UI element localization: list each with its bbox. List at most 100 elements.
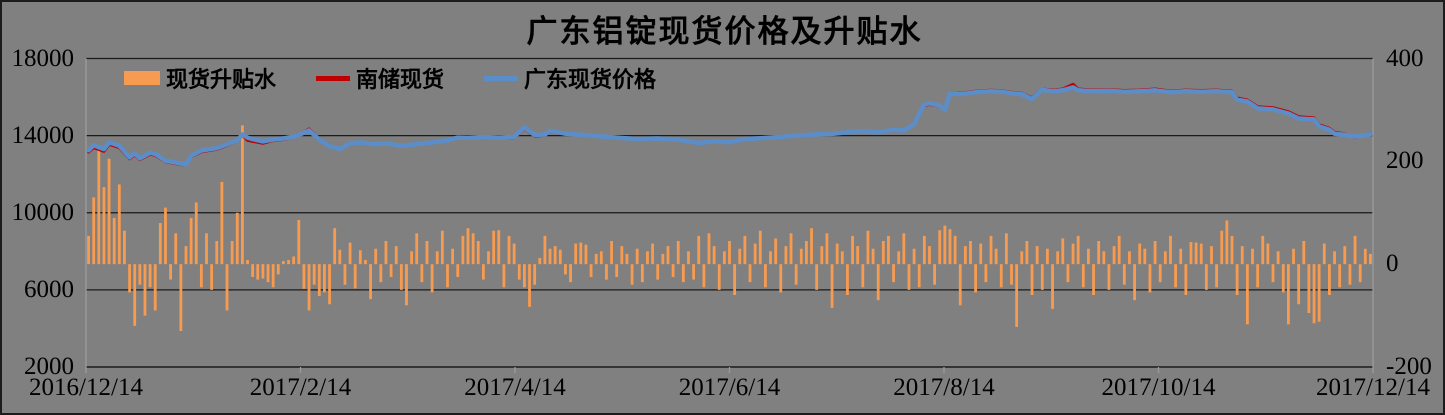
- x-tick-label-1: 2017/2/14: [249, 374, 352, 401]
- premium-bar: [912, 248, 916, 265]
- premium-bar: [958, 264, 962, 306]
- y-right-tick--200: -200: [1386, 353, 1432, 380]
- premium-bar: [1297, 264, 1301, 305]
- premium-bar: [1004, 233, 1008, 265]
- premium-bar: [235, 212, 239, 265]
- premium-bar: [1169, 235, 1172, 265]
- premium-bar: [687, 251, 690, 265]
- premium-bar: [476, 241, 480, 265]
- premium-bar: [384, 241, 388, 265]
- premium-bar: [112, 217, 116, 265]
- premium-bar: [994, 248, 998, 265]
- premium-bar: [435, 251, 439, 265]
- chart-title: 广东铝锭现货价格及升贴水: [526, 14, 923, 49]
- premium-bar: [323, 264, 326, 293]
- premium-bar: [497, 230, 501, 265]
- premium-bar: [887, 235, 890, 265]
- premium-bar: [1046, 248, 1049, 265]
- premium-bar: [189, 217, 193, 265]
- premium-bar: [1148, 264, 1152, 293]
- premium-bar: [1010, 264, 1013, 285]
- premium-bar: [881, 241, 885, 265]
- premium-bar: [143, 264, 147, 316]
- premium-bar: [1245, 264, 1249, 325]
- premium-bar: [87, 235, 90, 265]
- premium-bar: [1030, 264, 1034, 296]
- premium-bar: [779, 264, 783, 293]
- premium-bar: [625, 253, 629, 265]
- premium-bar: [179, 264, 183, 332]
- premium-bar: [1251, 248, 1254, 265]
- premium-bar: [594, 253, 598, 265]
- premium-bar: [574, 243, 578, 265]
- premium-bar: [1215, 264, 1219, 288]
- premium-bar: [1081, 264, 1085, 288]
- premium-bar: [989, 235, 993, 265]
- legend-item-premium: 现货升贴水: [124, 62, 276, 94]
- premium-bar: [697, 235, 701, 265]
- premium-bar: [656, 264, 660, 280]
- premium-bar: [471, 233, 475, 265]
- premium-bar: [394, 246, 398, 265]
- premium-bar: [425, 241, 429, 265]
- premium-bar: [466, 228, 470, 265]
- y-right-tick-200: 200: [1386, 147, 1424, 175]
- premium-bar: [738, 248, 742, 265]
- premium-bar: [543, 235, 547, 265]
- premium-bar: [866, 230, 870, 265]
- premium-bar: [215, 241, 219, 265]
- premium-bar: [205, 233, 208, 265]
- y-left-tick-2000: 2000: [24, 353, 74, 380]
- y-right-tick-400: 400: [1386, 44, 1424, 72]
- premium-bar: [1230, 235, 1234, 265]
- x-tick-label-4: 2017/8/14: [893, 374, 995, 401]
- premium-bar: [92, 197, 96, 265]
- premium-bar: [610, 241, 613, 265]
- y-right-tick-0: 0: [1386, 250, 1399, 278]
- premium-bar: [153, 264, 157, 311]
- premium-bar: [379, 264, 383, 283]
- premium-bar: [861, 264, 865, 288]
- premium-bar: [748, 264, 752, 283]
- premium-bar: [410, 251, 413, 265]
- premium-bar: [815, 264, 819, 290]
- premium-bar: [671, 264, 675, 278]
- premium-bar: [1158, 264, 1162, 283]
- premium-bar: [999, 264, 1003, 288]
- premium-bar: [128, 264, 131, 293]
- premium-bar: [343, 264, 347, 285]
- premium-bar: [1348, 264, 1352, 285]
- y-left-tick-10000: 10000: [11, 198, 75, 226]
- premium-bar: [564, 264, 567, 275]
- premium-bar: [1338, 264, 1342, 288]
- premium-bar: [1220, 230, 1224, 265]
- premium-bar: [917, 264, 921, 288]
- premium-bar: [948, 229, 952, 265]
- y-left-tick-6000: 6000: [24, 275, 74, 303]
- legend-label-nanchu: 南储现货: [356, 67, 445, 92]
- premium-bar: [440, 230, 444, 265]
- premium-bar: [1199, 243, 1203, 265]
- premium-bar: [897, 251, 901, 265]
- premium-bar: [246, 260, 249, 265]
- premium-bar: [743, 235, 747, 265]
- premium-bar: [287, 260, 290, 265]
- premium-bar: [856, 246, 860, 265]
- premium-bar: [1240, 246, 1244, 265]
- premium-bar: [1102, 251, 1106, 265]
- premium-bar: [461, 235, 465, 265]
- premium-bar: [517, 264, 521, 280]
- premium-bar: [1025, 241, 1029, 265]
- premium-bar: [928, 246, 931, 265]
- premium-bar: [123, 230, 126, 265]
- premium-bar: [102, 187, 106, 265]
- premium-bar: [487, 251, 490, 265]
- premium-bar: [1317, 264, 1321, 322]
- premium-bar: [1302, 241, 1306, 265]
- premium-bar: [523, 264, 526, 288]
- premium-bar: [1051, 264, 1054, 309]
- premium-bar: [1092, 264, 1095, 296]
- premium-bar: [282, 261, 285, 265]
- guangdong-line-swatch-icon: [484, 75, 519, 81]
- premium-bar: [553, 246, 557, 265]
